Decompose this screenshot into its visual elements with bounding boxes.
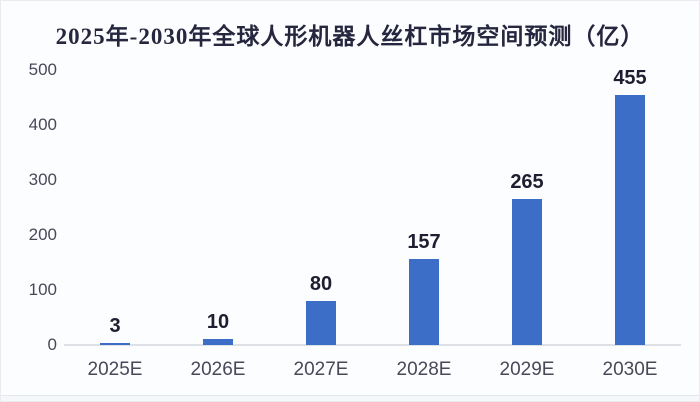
bar-value-label: 10	[206, 311, 230, 333]
bar	[512, 199, 542, 345]
bar-value-label: 3	[109, 315, 121, 337]
x-axis-category-label: 2029E	[499, 359, 555, 380]
bar	[306, 301, 336, 345]
card-bottom-edge	[1, 395, 699, 401]
bar-value-label: 455	[613, 67, 647, 89]
chart-title: 2025年-2030年全球人形机器人丝杠市场空间预测（亿）	[55, 24, 645, 49]
y-axis-tick-label: 500	[28, 60, 57, 79]
y-axis-tick-label: 400	[28, 115, 57, 134]
x-axis-category-label: 2030E	[602, 359, 658, 380]
y-axis-tick-label: 100	[28, 280, 57, 299]
y-axis-tick-label: 300	[28, 170, 57, 189]
bar-value-label: 157	[407, 231, 441, 253]
x-axis-category-label: 2026E	[190, 359, 246, 380]
x-axis-category-label: 2025E	[87, 359, 143, 380]
y-axis: 0 100 200 300 400 500	[1, 1, 57, 401]
bar	[409, 259, 439, 345]
bar	[100, 343, 130, 345]
bar	[615, 95, 645, 345]
x-axis-category-label: 2028E	[396, 359, 452, 380]
x-axis-category-label: 2027E	[293, 359, 349, 380]
y-axis-tick-label: 200	[28, 225, 57, 244]
bar	[203, 339, 233, 345]
y-axis-tick-label: 0	[47, 335, 57, 354]
x-axis-line	[64, 344, 681, 346]
bar-value-label: 80	[309, 273, 333, 295]
bar-value-label: 265	[510, 171, 544, 193]
